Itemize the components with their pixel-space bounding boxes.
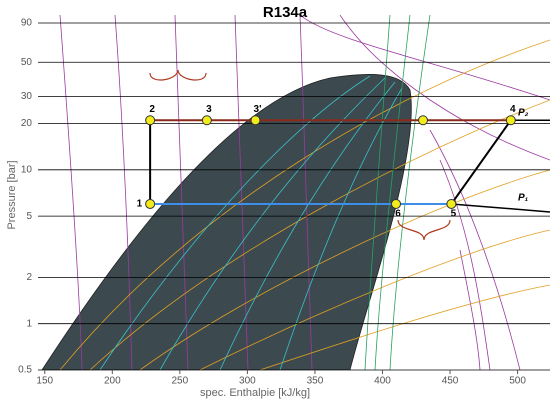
point-label: 2	[149, 104, 155, 115]
x-tick-label: 200	[104, 376, 121, 387]
brace	[397, 219, 451, 241]
state-point	[390, 198, 401, 209]
point-label: 1	[137, 199, 143, 210]
point-label: 3	[206, 104, 212, 115]
point-label: 4	[510, 104, 516, 115]
saturation-dome	[41, 74, 412, 370]
point-label: 3'	[254, 104, 262, 115]
x-tick-label: 500	[509, 376, 526, 387]
y-axis-label: Pressure [bar]	[6, 160, 18, 229]
annotation: P₁	[518, 193, 529, 204]
x-tick-label: 350	[307, 376, 324, 387]
y-tick-label: 30	[21, 91, 33, 102]
state-point	[250, 115, 261, 126]
quality-lines	[99, 75, 403, 370]
background-curves	[41, 15, 550, 370]
annotation: P₂	[518, 108, 529, 119]
point-label: 5	[451, 209, 457, 220]
state-point	[418, 115, 429, 126]
x-axis-label: spec. Enthalpie [kJ/kg]	[200, 387, 310, 399]
point-label: 6	[395, 209, 401, 220]
state-point	[145, 115, 156, 126]
y-tick-label: 90	[21, 18, 33, 29]
x-tick-label: 450	[442, 376, 459, 387]
isentropes	[364, 15, 431, 370]
y-tick-label: 20	[21, 118, 33, 129]
state-point	[505, 115, 516, 126]
state-point	[145, 198, 156, 209]
state-point	[446, 198, 457, 209]
x-tick-label: 150	[36, 376, 53, 387]
y-tick-label: 10	[21, 164, 33, 175]
cycle-line	[450, 119, 512, 205]
x-tick-label: 400	[374, 376, 391, 387]
state-point	[201, 115, 212, 126]
y-tick-label: 1	[26, 318, 32, 329]
y-tick-label: 2	[26, 272, 32, 283]
isotherms	[59, 15, 550, 370]
y-tick-label: 0.5	[18, 365, 32, 376]
pressure-line	[451, 203, 550, 213]
y-tick-label: 50	[21, 57, 33, 68]
y-tick-label: 5	[26, 211, 32, 222]
chart-title: R134a	[263, 4, 308, 21]
x-tick-label: 250	[172, 376, 189, 387]
brace	[149, 69, 207, 81]
x-tick-label: 300	[239, 376, 256, 387]
